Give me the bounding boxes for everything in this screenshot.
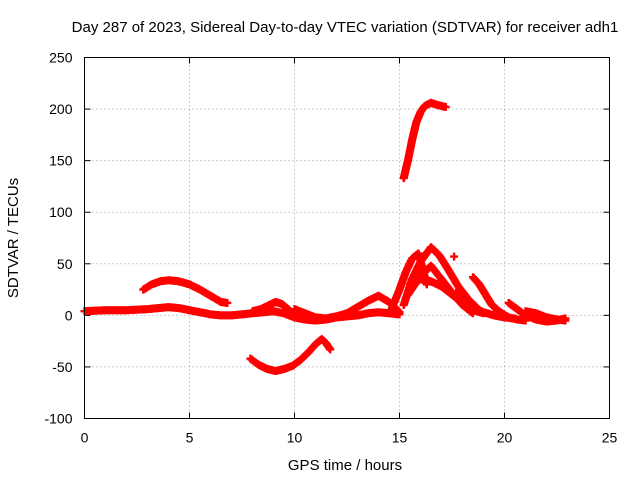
series-stray-point [450, 252, 459, 261]
y-tick-label: 250 [49, 50, 73, 66]
x-tick-label: 25 [602, 430, 618, 446]
x-tick-label: 0 [81, 430, 89, 446]
data-point [395, 308, 404, 317]
y-tick-label: 100 [49, 204, 73, 220]
series-arc-mid-b [290, 291, 404, 323]
grid [84, 57, 610, 419]
y-tick-label: -100 [44, 411, 72, 427]
series-arc-steep-high [399, 98, 450, 183]
data-points [80, 98, 570, 376]
x-axis-label: GPS time / hours [288, 457, 402, 474]
data-point [561, 316, 570, 325]
x-tick-label: 15 [392, 430, 408, 446]
series-arc-negative-dip [246, 335, 335, 376]
series-arc-late-b [452, 288, 519, 323]
y-tick-label: 150 [49, 153, 73, 169]
data-point [326, 345, 335, 354]
plot-frame [84, 57, 610, 419]
series-arc-late-a [469, 273, 530, 325]
x-tick-label: 10 [287, 430, 303, 446]
series-arc-late-d [521, 307, 570, 325]
y-tick-label: 50 [57, 256, 73, 272]
data-point [511, 314, 519, 323]
data-point [450, 252, 459, 261]
chart-title: Day 287 of 2023, Sidereal Day-to-day VTE… [72, 19, 619, 36]
data-point [223, 298, 232, 307]
y-tick-label: 200 [49, 101, 73, 117]
ticks: 0 5 10 15 20 25 -100 -50 0 50 100 150 200 250 [44, 50, 617, 446]
x-tick-label: 5 [186, 430, 194, 446]
data-point [441, 103, 450, 112]
series-arc-bump-early [139, 276, 232, 307]
x-tick-label: 20 [497, 430, 513, 446]
y-tick-label: 0 [65, 307, 73, 323]
y-axis-label: SDTVAR / TECUs [5, 178, 22, 298]
y-tick-label: -50 [52, 359, 72, 375]
